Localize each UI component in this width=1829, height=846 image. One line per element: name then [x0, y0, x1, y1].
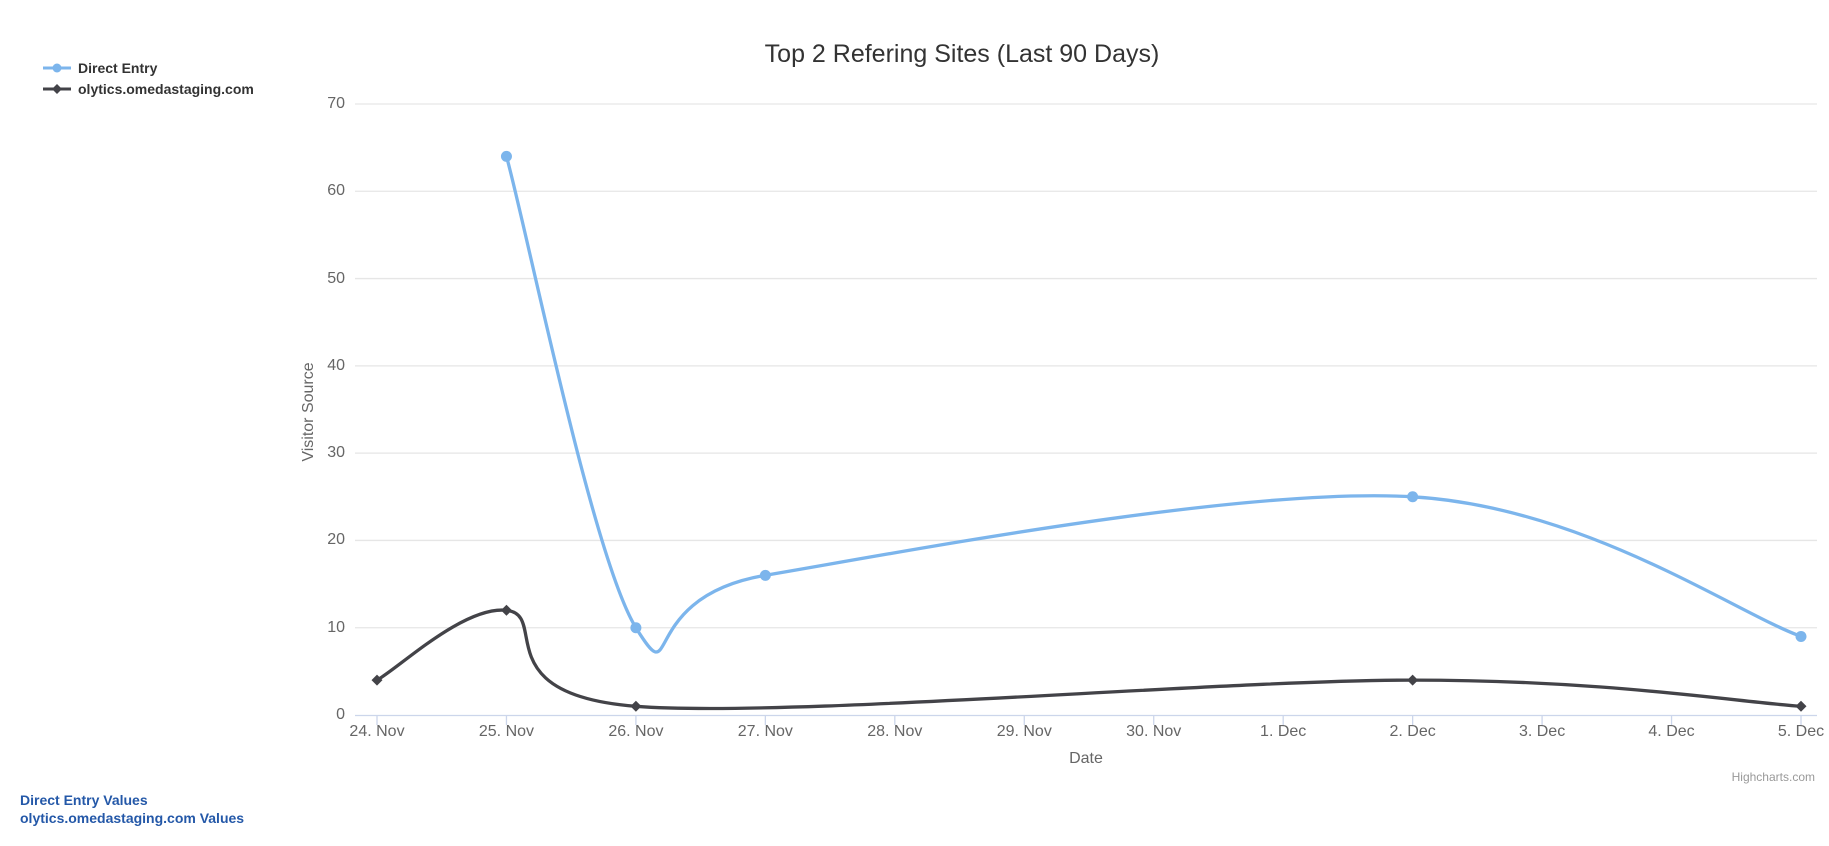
data-point-marker[interactable] [371, 674, 383, 686]
y-axis-label: 0 [336, 706, 345, 723]
chart-title: Top 2 Refering Sites (Last 90 Days) [764, 40, 1160, 68]
data-point-marker[interactable] [630, 700, 642, 712]
y-axis-label: 60 [327, 182, 345, 200]
x-axis-label: 27. Nov [737, 723, 793, 740]
x-axis-label: 5. Dec [1777, 723, 1825, 740]
x-axis-label: 29. Nov [996, 723, 1052, 740]
y-axis-label: 20 [327, 531, 345, 549]
x-axis-label: 24. Nov [349, 723, 405, 740]
data-point-marker[interactable] [1407, 491, 1419, 503]
y-axis-label: 50 [327, 269, 345, 287]
x-axis-label: 25. Nov [478, 723, 535, 740]
data-point-marker[interactable] [1795, 630, 1807, 642]
data-point-marker[interactable] [759, 569, 771, 581]
footer-links: Direct Entry Values olytics.omedastaging… [20, 791, 244, 827]
x-axis-label: 2. Dec [1389, 723, 1436, 740]
olytics-values-link[interactable]: olytics.omedastaging.com Values [20, 810, 245, 826]
data-point-marker[interactable] [630, 622, 642, 634]
legend-item-direct-entry[interactable]: Direct Entry [42, 57, 254, 78]
legend: Direct Entry olytics.omedastaging.com [42, 57, 254, 99]
legend-label-direct-entry: Direct Entry [78, 59, 158, 76]
x-axis-label: 1. Dec [1260, 723, 1307, 740]
y-axis-label: 40 [327, 356, 345, 374]
y-axis-label: 70 [327, 95, 345, 112]
y-axis-label: 30 [327, 444, 345, 462]
legend-label-olytics: olytics.omedastaging.com [78, 80, 254, 97]
series-line-direct-entry [504, 154, 1803, 654]
data-point-marker[interactable] [1407, 674, 1419, 686]
x-axis-label: 30. Nov [1126, 723, 1182, 740]
line-diamond-marker-icon [43, 83, 71, 94]
highcharts-credit-link[interactable]: Highcharts.com [1731, 770, 1815, 784]
line-circle-marker-icon [43, 63, 71, 72]
x-axis-label: 4. Dec [1648, 723, 1695, 740]
legend-item-olytics[interactable]: olytics.omedastaging.com [42, 78, 254, 99]
x-axis-label: 3. Dec [1518, 723, 1566, 740]
data-point-marker[interactable] [500, 604, 512, 616]
direct-entry-values-link[interactable]: Direct Entry Values [20, 792, 148, 808]
data-point-marker[interactable] [1795, 700, 1807, 712]
x-axis-title: Date [1069, 750, 1103, 767]
y-axis-label: 10 [327, 618, 345, 636]
x-axis-label: 26. Nov [608, 723, 664, 740]
series-line-olytics [375, 608, 1803, 711]
x-axis-label: 28. Nov [867, 723, 923, 740]
data-point-marker[interactable] [500, 150, 512, 162]
